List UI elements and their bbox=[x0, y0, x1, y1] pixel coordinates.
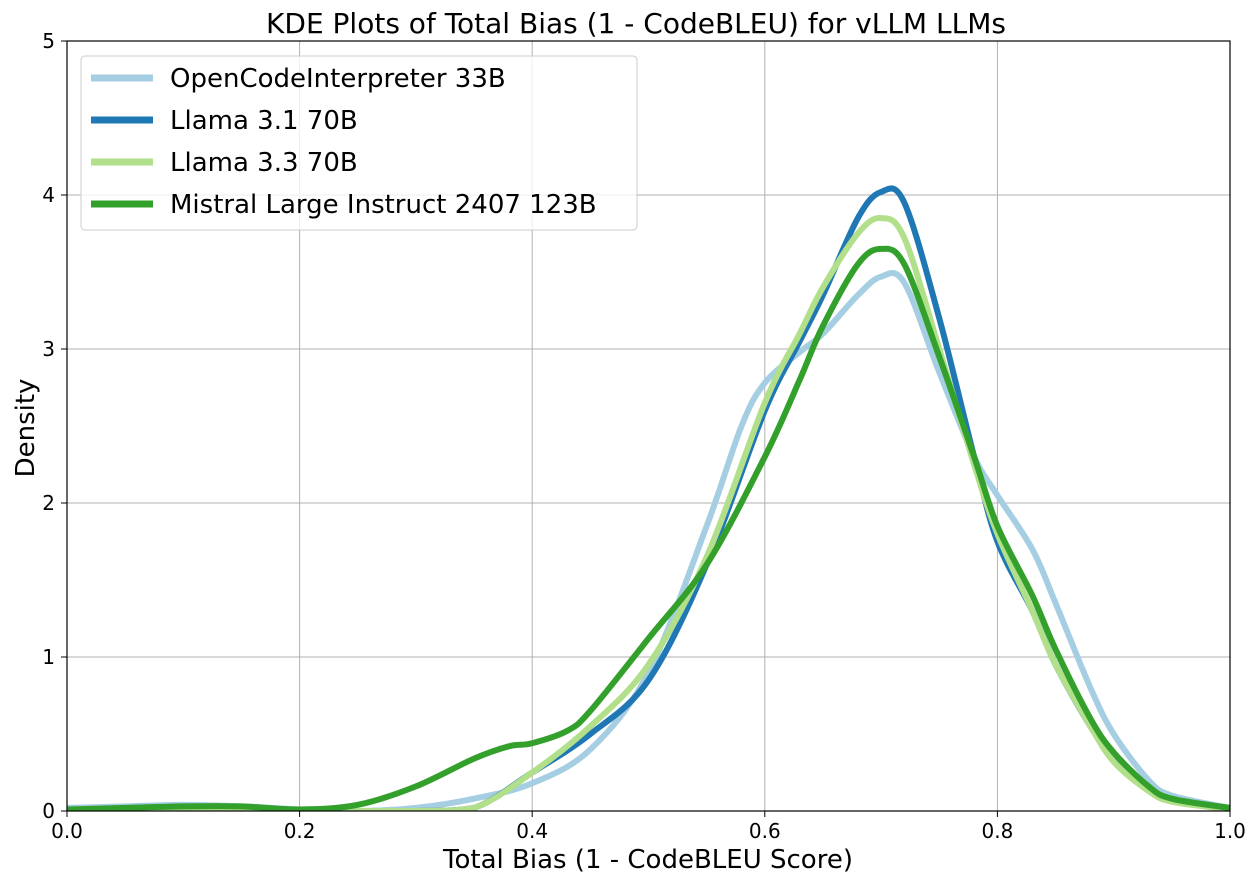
series-line-2 bbox=[67, 215, 1230, 811]
y-axis-label: Density bbox=[11, 379, 41, 478]
y-tick-label: 2 bbox=[42, 491, 55, 515]
y-tick-label: 4 bbox=[42, 183, 55, 207]
y-axis-ticks: 0 1 2 3 4 5 bbox=[42, 29, 67, 823]
legend-box bbox=[80, 55, 638, 231]
x-tick-label: 0.2 bbox=[284, 819, 316, 843]
y-tick-label: 3 bbox=[42, 337, 55, 361]
legend-label-0: OpenCodeInterpreter 33B bbox=[170, 64, 506, 94]
x-tick-label: 0.0 bbox=[51, 819, 83, 843]
legend-label-1: Llama 3.1 70B bbox=[170, 106, 358, 136]
plot-frame bbox=[66, 40, 1231, 812]
x-tick-label: 1.0 bbox=[1214, 819, 1246, 843]
legend-label-2: Llama 3.3 70B bbox=[170, 148, 358, 178]
chart-title: KDE Plots of Total Bias (1 - CodeBLEU) f… bbox=[266, 7, 1006, 40]
legend-label-3: Mistral Large Instruct 2407 123B bbox=[170, 190, 597, 220]
y-tick-label: 5 bbox=[42, 29, 55, 53]
series-line-1 bbox=[67, 185, 1230, 811]
x-axis-ticks: 0.0 0.2 0.4 0.6 0.8 1.0 bbox=[51, 811, 1246, 843]
x-tick-label: 0.4 bbox=[516, 819, 548, 843]
x-tick-label: 0.6 bbox=[749, 819, 781, 843]
y-tick-label: 1 bbox=[42, 645, 55, 669]
series-line-3 bbox=[67, 245, 1230, 811]
x-axis-label: Total Bias (1 - CodeBLEU Score) bbox=[442, 845, 853, 875]
legend: OpenCodeInterpreter 33B Llama 3.1 70B Llam… bbox=[80, 55, 638, 231]
y-tick-label: 0 bbox=[42, 799, 55, 823]
x-tick-label: 0.8 bbox=[981, 819, 1013, 843]
series-line-0 bbox=[67, 269, 1230, 811]
plot-lines bbox=[67, 185, 1230, 811]
